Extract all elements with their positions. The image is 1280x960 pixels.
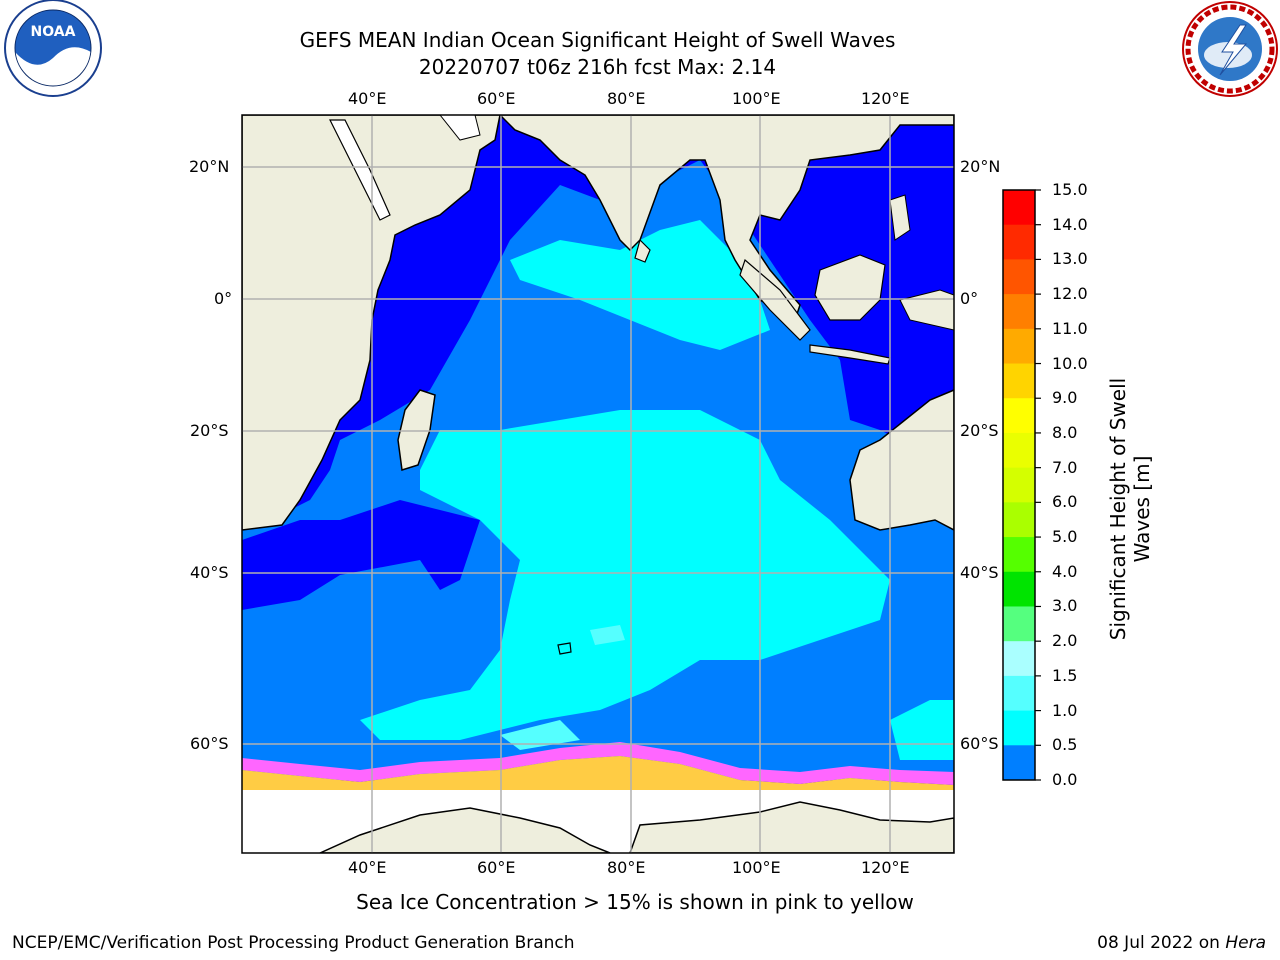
chart-title: GEFS MEAN Indian Ocean Significant Heigh… xyxy=(299,28,896,52)
colorbar-tick-label: 0.0 xyxy=(1052,770,1078,789)
bottom-tick-40e: 40°E xyxy=(348,858,387,877)
svg-text:NOAA: NOAA xyxy=(31,24,76,40)
colorbar-tick-label: 9.0 xyxy=(1052,388,1078,408)
left-tick-40s: 40°S xyxy=(190,563,229,582)
gridlines xyxy=(242,115,954,853)
colorbar-segment xyxy=(1003,571,1035,607)
swell-1.5-2.0m-small-patch xyxy=(590,625,625,645)
colorbar-label-line1: Significant Height of Swell xyxy=(1106,377,1130,641)
colorbar-label-line2: Waves [m] xyxy=(1130,455,1154,563)
sea-ice-high-concentration xyxy=(242,756,954,790)
colorbar-tick-label: 5.0 xyxy=(1052,527,1078,547)
top-tick-60e: 60°E xyxy=(477,89,516,108)
swell-low-southwest xyxy=(242,500,480,610)
kerguelen-island xyxy=(557,642,572,655)
top-tick-120e: 120°E xyxy=(861,89,910,108)
colorbar-segment xyxy=(1003,641,1035,677)
colorbar-tick-label: 2.0 xyxy=(1052,631,1078,651)
africa-arabia-land xyxy=(242,115,501,531)
colorbar-tick-label: 10.0 xyxy=(1052,353,1088,373)
sulawesi-islands xyxy=(899,289,954,331)
footer-date: 08 Jul 2022 on Hera xyxy=(1097,933,1266,953)
colorbar xyxy=(1002,189,1041,781)
colorbar-tick-label: 14.0 xyxy=(1052,214,1088,234)
chart-subtitle: 20220707 t06z 216h fcst Max: 2.14 xyxy=(418,55,777,79)
sumatra xyxy=(739,258,811,341)
footer-branch: NCEP/EMC/Verification Post Processing Pr… xyxy=(12,933,575,953)
colorbar-segment xyxy=(1003,606,1035,642)
left-tick-20n: 20°N xyxy=(189,157,230,176)
swell-1.5-2.0m-patch xyxy=(500,720,580,750)
colorbar-tick-label: 6.0 xyxy=(1052,492,1078,512)
footer-date-text: 08 Jul 2022 on xyxy=(1097,933,1226,953)
colorbar-tick-label: 11.0 xyxy=(1052,318,1088,338)
colorbar-tick-label: 15.0 xyxy=(1052,180,1088,199)
red-sea xyxy=(329,119,391,221)
sri-lanka xyxy=(634,238,651,263)
left-tick-60s: 60°S xyxy=(190,734,229,753)
colorbar-segment xyxy=(1003,710,1035,746)
colorbar-tick-label: 8.0 xyxy=(1052,422,1078,442)
colorbar-segment xyxy=(1003,328,1035,365)
philippines xyxy=(889,194,911,241)
map-area xyxy=(242,115,954,853)
bottom-tick-120e: 120°E xyxy=(861,858,910,877)
right-tick-20n: 20°N xyxy=(960,157,1001,176)
colorbar-segment xyxy=(1003,675,1035,712)
java xyxy=(809,344,891,365)
colorbar-label: Significant Height of Swell Waves [m] xyxy=(1106,349,1154,669)
bottom-tick-60e: 60°E xyxy=(477,858,516,877)
swell-1.0-1.5m-south-region xyxy=(360,410,890,740)
colorbar-segment xyxy=(1003,190,1035,226)
colorbar-segment xyxy=(1003,745,1035,781)
australia-land xyxy=(849,389,954,531)
national-weather-service-logo xyxy=(1182,1,1278,97)
colorbar-tick-label: 7.0 xyxy=(1052,457,1078,477)
top-tick-40e: 40°E xyxy=(348,89,387,108)
colorbar-frame xyxy=(1002,189,1036,781)
colorbar-tick-label: 1.0 xyxy=(1052,700,1078,720)
colorbar-tick-label: 13.0 xyxy=(1052,249,1088,269)
colorbar-segment xyxy=(1003,432,1035,469)
colorbar-tick-label: 4.0 xyxy=(1052,561,1078,581)
bottom-tick-80e: 80°E xyxy=(607,858,646,877)
colorbar-segment xyxy=(1003,537,1035,573)
map-frame xyxy=(241,114,955,854)
colorbar-tick-label: 0.5 xyxy=(1052,735,1078,755)
top-tick-100e: 100°E xyxy=(732,89,781,108)
right-tick-0: 0° xyxy=(960,289,979,308)
antarctica-coast-west xyxy=(319,807,611,853)
bottom-tick-100e: 100°E xyxy=(732,858,781,877)
swell-1.0-1.5m-north-region xyxy=(510,220,770,350)
colorbar-tick-label: 1.5 xyxy=(1052,665,1078,685)
noaa-logo: NOAA xyxy=(4,0,102,97)
colorbar-segment xyxy=(1003,294,1035,330)
madagascar-land xyxy=(397,389,436,471)
right-tick-20s: 20°S xyxy=(960,421,999,440)
colorbar-segment xyxy=(1003,259,1035,295)
colorbar-segment xyxy=(1003,398,1035,434)
left-tick-20s: 20°S xyxy=(190,421,229,440)
colorbar-segment xyxy=(1003,467,1035,503)
sea-ice-edge xyxy=(242,742,954,785)
right-tick-40s: 40°S xyxy=(960,563,999,582)
left-tick-0: 0° xyxy=(214,289,233,308)
top-tick-80e: 80°E xyxy=(607,89,646,108)
colorbar-segment xyxy=(1003,502,1035,538)
colorbar-segment xyxy=(1003,224,1035,260)
colorbar-tick-label: 3.0 xyxy=(1052,596,1078,616)
antarctica-coast-east xyxy=(629,801,954,853)
sea-ice-note: Sea Ice Concentration > 15% is shown in … xyxy=(356,890,914,914)
right-tick-60s: 60°S xyxy=(960,734,999,753)
colorbar-segment xyxy=(1003,363,1035,399)
swell-1.0-1.5m-east-patch xyxy=(890,700,954,760)
colorbar-tick-label: 12.0 xyxy=(1052,284,1088,304)
persian-gulf xyxy=(439,115,481,141)
footer-host: Hera xyxy=(1225,933,1266,953)
swell-low-madagascar xyxy=(370,250,470,400)
